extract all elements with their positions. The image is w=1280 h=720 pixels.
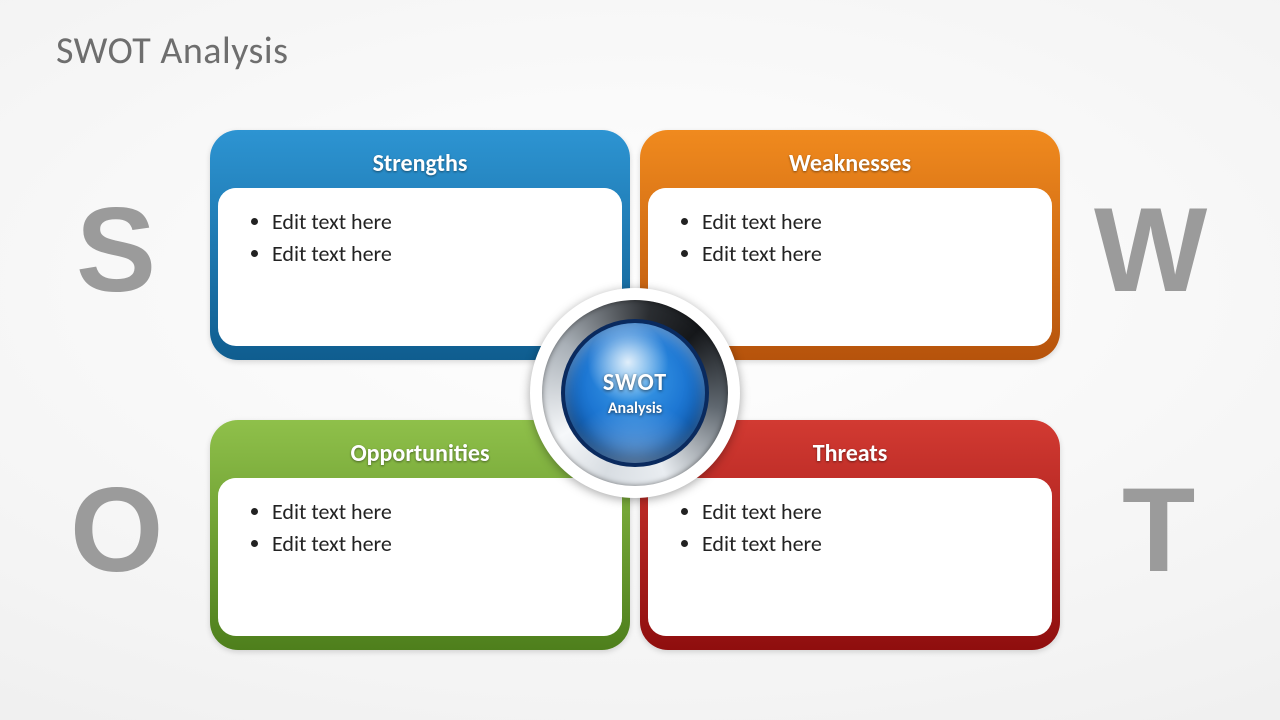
list-item: Edit text here bbox=[272, 496, 602, 528]
list-item: Edit text here bbox=[702, 528, 1032, 560]
quadrant-opportunities-body: Edit text here Edit text here bbox=[218, 478, 622, 636]
quadrant-threats-body: Edit text here Edit text here bbox=[648, 478, 1052, 636]
big-letter-t: T bbox=[1122, 470, 1195, 590]
big-letter-w: W bbox=[1094, 190, 1207, 310]
list-item: Edit text here bbox=[702, 206, 1032, 238]
page-title: SWOT Analysis bbox=[56, 28, 289, 74]
list-item: Edit text here bbox=[272, 528, 602, 560]
big-letter-o: O bbox=[70, 470, 163, 590]
medallion-subtitle: Analysis bbox=[608, 399, 662, 418]
list-item: Edit text here bbox=[702, 496, 1032, 528]
quadrant-strengths-title: Strengths bbox=[218, 138, 622, 188]
big-letter-s: S bbox=[76, 190, 156, 310]
list-item: Edit text here bbox=[272, 238, 602, 270]
quadrant-strengths-list: Edit text here Edit text here bbox=[262, 206, 602, 270]
medallion-inner-ring: SWOT Analysis bbox=[561, 319, 709, 467]
center-medallion: SWOT Analysis bbox=[530, 288, 740, 498]
quadrant-opportunities-list: Edit text here Edit text here bbox=[262, 496, 602, 560]
quadrant-threats-list: Edit text here Edit text here bbox=[692, 496, 1032, 560]
list-item: Edit text here bbox=[702, 238, 1032, 270]
medallion-globe: SWOT Analysis bbox=[565, 323, 705, 463]
medallion-title: SWOT bbox=[603, 368, 667, 397]
swot-slide: SWOT Analysis S W O T Strengths Edit tex… bbox=[0, 0, 1280, 720]
quadrant-weaknesses-list: Edit text here Edit text here bbox=[692, 206, 1032, 270]
medallion-metal-ring: SWOT Analysis bbox=[542, 300, 728, 486]
list-item: Edit text here bbox=[272, 206, 602, 238]
quadrant-weaknesses-title: Weaknesses bbox=[648, 138, 1052, 188]
